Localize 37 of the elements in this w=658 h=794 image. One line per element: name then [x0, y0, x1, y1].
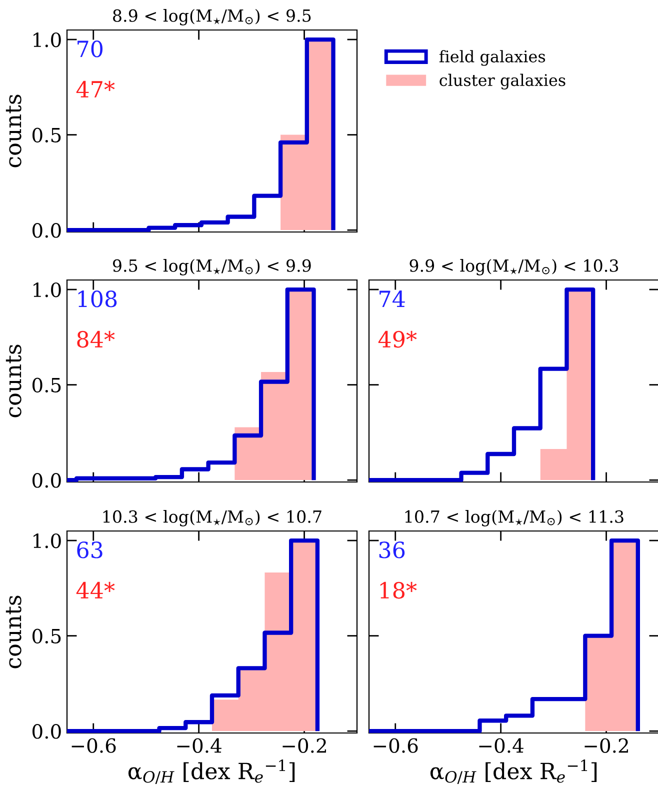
annotation: 44* — [76, 582, 115, 598]
chart-title: 9.9 < log(M$_{⋆}$/M$_{⊙}$) < 10.3 — [410, 259, 618, 276]
annotation: 49* — [378, 330, 417, 348]
x-tick-label: −0.2 — [282, 738, 326, 753]
y-tick-label: 0.5 — [32, 378, 61, 392]
y-tick-label: 1.0 — [34, 533, 61, 548]
annotation: 84* — [77, 330, 115, 348]
x-tick-label: −0.4 — [479, 738, 524, 753]
y-axis-title: counts — [6, 94, 22, 168]
x-axis-title: α$_{O/H}$ [dex R$_{e}$$^{−1}$] — [430, 759, 597, 784]
x-axis-title: α$_{O/H}$ [dex R$_{e}$$^{−1}$] — [128, 759, 295, 784]
chart-title: 10.3 < log(M$_{⋆}$/M$_{⊙}$) < 10.7 — [103, 510, 322, 526]
annotation: 70 — [78, 40, 102, 58]
annotation: 74 — [380, 290, 405, 307]
annotation: 63 — [77, 541, 102, 558]
chart-title: 10.7 < log(M$_{⋆}$/M$_{⊙}$) < 11.3 — [405, 510, 624, 526]
y-tick-label: 0.0 — [32, 223, 61, 238]
annotation: 108 — [78, 290, 117, 308]
y-tick-label: 1.0 — [34, 32, 61, 48]
y-tick-label: 1.0 — [34, 282, 61, 298]
annotation: 36 — [379, 541, 405, 558]
x-tick-label: −0.6 — [374, 738, 418, 753]
legend-label: field galaxies — [439, 50, 546, 66]
y-axis-title: counts — [6, 596, 22, 668]
y-axis-title: counts — [6, 344, 22, 418]
x-tick-label: −0.2 — [584, 738, 628, 753]
annotation: 18* — [380, 582, 417, 599]
y-tick-label: 0.5 — [32, 628, 61, 644]
x-tick-label: −0.6 — [72, 738, 116, 753]
annotation: 47* — [76, 80, 115, 98]
x-tick-label: −0.4 — [177, 738, 222, 753]
chart-title: 9.5 < log(M$_{⋆}$/M$_{⊙}$) < 9.9 — [112, 259, 311, 276]
chart-title: 8.9 < log(M$_{⋆}$/M$_{⊙}$) < 9.5 — [113, 9, 311, 26]
y-tick-label: 0.5 — [32, 128, 61, 142]
legend-label: cluster galaxies — [440, 74, 566, 90]
y-tick-label: 0.0 — [32, 724, 61, 739]
y-tick-label: 0.0 — [32, 473, 61, 488]
